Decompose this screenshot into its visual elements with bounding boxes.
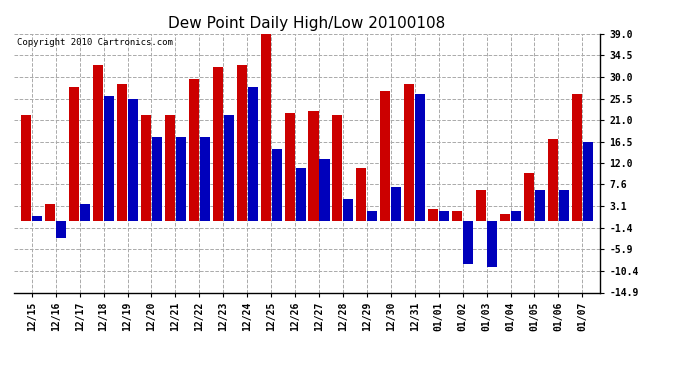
Bar — [500, 214, 510, 221]
Bar — [583, 142, 593, 221]
Bar — [356, 168, 366, 221]
Bar — [104, 96, 114, 221]
Bar — [213, 68, 223, 221]
Bar — [476, 190, 486, 221]
Bar — [319, 159, 330, 221]
Bar — [69, 87, 79, 221]
Bar — [189, 80, 199, 221]
Bar — [45, 204, 55, 221]
Bar — [548, 140, 558, 221]
Bar — [511, 211, 521, 221]
Bar — [176, 137, 186, 221]
Bar — [272, 149, 282, 221]
Bar — [380, 92, 391, 221]
Bar — [237, 65, 247, 221]
Bar — [21, 116, 31, 221]
Bar — [367, 211, 377, 221]
Bar — [128, 99, 138, 221]
Bar — [93, 65, 103, 221]
Bar — [487, 221, 497, 267]
Bar — [559, 190, 569, 221]
Text: Copyright 2010 Cartronics.com: Copyright 2010 Cartronics.com — [17, 38, 172, 46]
Bar — [165, 116, 175, 221]
Bar — [152, 137, 162, 221]
Bar — [295, 168, 306, 221]
Bar — [261, 34, 270, 221]
Bar — [141, 116, 151, 221]
Bar — [524, 173, 534, 221]
Bar — [117, 84, 127, 221]
Bar — [463, 221, 473, 264]
Bar — [224, 116, 234, 221]
Bar — [80, 204, 90, 221]
Bar — [535, 190, 545, 221]
Bar — [344, 200, 353, 221]
Bar — [333, 116, 342, 221]
Bar — [248, 87, 258, 221]
Bar — [440, 211, 449, 221]
Bar — [415, 94, 425, 221]
Bar — [284, 113, 295, 221]
Title: Dew Point Daily High/Low 20100108: Dew Point Daily High/Low 20100108 — [168, 16, 446, 31]
Bar — [32, 216, 42, 221]
Bar — [452, 211, 462, 221]
Bar — [391, 188, 402, 221]
Bar — [200, 137, 210, 221]
Bar — [56, 221, 66, 238]
Bar — [308, 111, 319, 221]
Bar — [428, 209, 438, 221]
Bar — [404, 84, 414, 221]
Bar — [572, 94, 582, 221]
